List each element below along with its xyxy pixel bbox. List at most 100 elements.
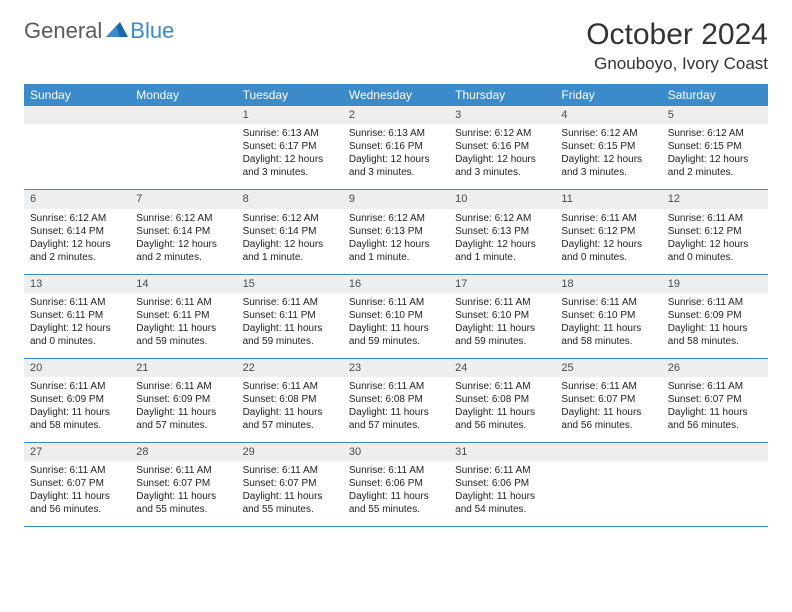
calendar-cell: 14Sunrise: 6:11 AMSunset: 6:11 PMDayligh… [130, 275, 236, 358]
day-details: Sunrise: 6:11 AMSunset: 6:08 PMDaylight:… [343, 377, 449, 442]
weekday-header: Sunday [24, 84, 130, 106]
calendar-cell: 7Sunrise: 6:12 AMSunset: 6:14 PMDaylight… [130, 190, 236, 273]
day-details: Sunrise: 6:11 AMSunset: 6:07 PMDaylight:… [555, 377, 661, 442]
calendar-cell: 20Sunrise: 6:11 AMSunset: 6:09 PMDayligh… [24, 359, 130, 442]
day-detail-line: Sunrise: 6:11 AM [136, 380, 230, 393]
calendar-cell: 15Sunrise: 6:11 AMSunset: 6:11 PMDayligh… [237, 275, 343, 358]
day-details: Sunrise: 6:11 AMSunset: 6:07 PMDaylight:… [130, 461, 236, 526]
day-number: 14 [130, 275, 236, 293]
calendar-week: 1Sunrise: 6:13 AMSunset: 6:17 PMDaylight… [24, 106, 768, 190]
day-detail-line: Sunset: 6:06 PM [349, 477, 443, 490]
day-number: 30 [343, 443, 449, 461]
day-detail-line: Sunset: 6:10 PM [561, 309, 655, 322]
calendar-cell [555, 443, 661, 526]
day-number: 4 [555, 106, 661, 124]
day-number: 8 [237, 190, 343, 208]
day-detail-line: Sunset: 6:12 PM [561, 225, 655, 238]
day-detail-line: Sunset: 6:07 PM [136, 477, 230, 490]
day-detail-line: Sunrise: 6:11 AM [455, 296, 549, 309]
calendar-cell: 28Sunrise: 6:11 AMSunset: 6:07 PMDayligh… [130, 443, 236, 526]
day-detail-line: Sunset: 6:10 PM [349, 309, 443, 322]
day-detail-line: Sunset: 6:08 PM [243, 393, 337, 406]
day-number: 2 [343, 106, 449, 124]
day-detail-line: Sunrise: 6:11 AM [243, 464, 337, 477]
day-detail-line: Sunset: 6:09 PM [30, 393, 124, 406]
day-details [662, 461, 768, 474]
day-detail-line: Daylight: 11 hours [455, 490, 549, 503]
day-detail-line: and 2 minutes. [668, 166, 762, 179]
day-detail-line: Sunset: 6:11 PM [136, 309, 230, 322]
day-number: 6 [24, 190, 130, 208]
weekday-header: Thursday [449, 84, 555, 106]
day-detail-line: and 56 minutes. [30, 503, 124, 516]
day-number: 29 [237, 443, 343, 461]
day-details: Sunrise: 6:11 AMSunset: 6:07 PMDaylight:… [662, 377, 768, 442]
day-detail-line: Sunrise: 6:11 AM [136, 464, 230, 477]
day-number: 27 [24, 443, 130, 461]
day-number: 31 [449, 443, 555, 461]
day-detail-line: Sunrise: 6:11 AM [668, 212, 762, 225]
month-title: October 2024 [586, 18, 768, 52]
day-details: Sunrise: 6:11 AMSunset: 6:08 PMDaylight:… [237, 377, 343, 442]
day-detail-line: Sunrise: 6:12 AM [668, 127, 762, 140]
day-detail-line: Sunset: 6:09 PM [136, 393, 230, 406]
day-number: 1 [237, 106, 343, 124]
day-detail-line: Daylight: 11 hours [349, 322, 443, 335]
day-number: 18 [555, 275, 661, 293]
day-detail-line: Daylight: 12 hours [243, 238, 337, 251]
day-detail-line: Daylight: 11 hours [668, 406, 762, 419]
weekday-header: Monday [130, 84, 236, 106]
day-detail-line: Sunset: 6:17 PM [243, 140, 337, 153]
day-detail-line: and 58 minutes. [30, 419, 124, 432]
calendar-cell: 3Sunrise: 6:12 AMSunset: 6:16 PMDaylight… [449, 106, 555, 189]
day-detail-line: Daylight: 11 hours [30, 490, 124, 503]
day-detail-line: and 59 minutes. [136, 335, 230, 348]
day-detail-line: Daylight: 12 hours [561, 238, 655, 251]
day-detail-line: and 1 minute. [455, 251, 549, 264]
day-details: Sunrise: 6:12 AMSunset: 6:13 PMDaylight:… [343, 209, 449, 274]
day-detail-line: Sunset: 6:11 PM [30, 309, 124, 322]
day-detail-line: Daylight: 12 hours [30, 238, 124, 251]
day-detail-line: Daylight: 11 hours [136, 322, 230, 335]
calendar-cell: 5Sunrise: 6:12 AMSunset: 6:15 PMDaylight… [662, 106, 768, 189]
day-detail-line: Daylight: 11 hours [455, 406, 549, 419]
day-details [24, 124, 130, 137]
day-detail-line: Sunrise: 6:13 AM [349, 127, 443, 140]
day-detail-line: Sunrise: 6:13 AM [243, 127, 337, 140]
day-detail-line: Sunrise: 6:12 AM [30, 212, 124, 225]
day-detail-line: Sunset: 6:12 PM [668, 225, 762, 238]
calendar-cell [24, 106, 130, 189]
day-detail-line: Sunset: 6:09 PM [668, 309, 762, 322]
day-details: Sunrise: 6:12 AMSunset: 6:15 PMDaylight:… [555, 124, 661, 189]
calendar-week: 20Sunrise: 6:11 AMSunset: 6:09 PMDayligh… [24, 359, 768, 443]
day-detail-line: Sunrise: 6:11 AM [30, 464, 124, 477]
calendar-week: 13Sunrise: 6:11 AMSunset: 6:11 PMDayligh… [24, 275, 768, 359]
day-detail-line: Daylight: 12 hours [668, 153, 762, 166]
calendar-week: 27Sunrise: 6:11 AMSunset: 6:07 PMDayligh… [24, 443, 768, 527]
day-detail-line: and 57 minutes. [243, 419, 337, 432]
day-detail-line: Sunrise: 6:12 AM [136, 212, 230, 225]
day-details: Sunrise: 6:11 AMSunset: 6:10 PMDaylight:… [449, 293, 555, 358]
calendar-cell: 9Sunrise: 6:12 AMSunset: 6:13 PMDaylight… [343, 190, 449, 273]
day-details: Sunrise: 6:12 AMSunset: 6:13 PMDaylight:… [449, 209, 555, 274]
day-details: Sunrise: 6:13 AMSunset: 6:17 PMDaylight:… [237, 124, 343, 189]
day-number: 5 [662, 106, 768, 124]
day-detail-line: Sunset: 6:07 PM [561, 393, 655, 406]
day-details: Sunrise: 6:11 AMSunset: 6:08 PMDaylight:… [449, 377, 555, 442]
logo-triangle-icon [106, 20, 128, 43]
day-detail-line: Daylight: 11 hours [561, 322, 655, 335]
day-detail-line: Sunrise: 6:11 AM [668, 296, 762, 309]
day-detail-line: Sunrise: 6:12 AM [243, 212, 337, 225]
day-details: Sunrise: 6:11 AMSunset: 6:06 PMDaylight:… [449, 461, 555, 526]
calendar: Sunday Monday Tuesday Wednesday Thursday… [24, 84, 768, 527]
day-details: Sunrise: 6:11 AMSunset: 6:09 PMDaylight:… [130, 377, 236, 442]
day-detail-line: Sunset: 6:15 PM [561, 140, 655, 153]
day-detail-line: Sunset: 6:07 PM [243, 477, 337, 490]
calendar-cell: 16Sunrise: 6:11 AMSunset: 6:10 PMDayligh… [343, 275, 449, 358]
day-number: 16 [343, 275, 449, 293]
day-number: 17 [449, 275, 555, 293]
day-details [130, 124, 236, 137]
day-detail-line: and 57 minutes. [349, 419, 443, 432]
day-number: 21 [130, 359, 236, 377]
day-detail-line: and 55 minutes. [243, 503, 337, 516]
